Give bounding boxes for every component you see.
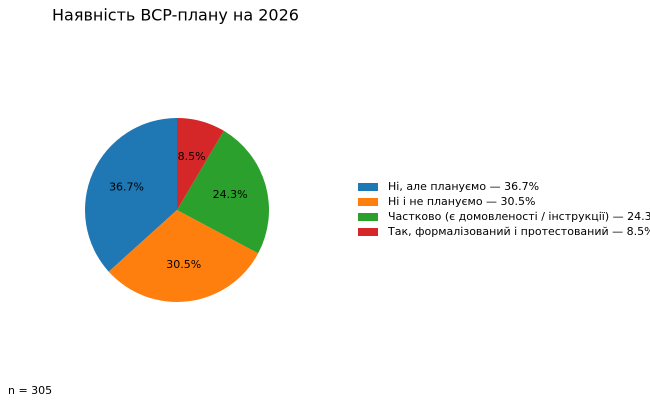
legend-label: Частково (є домовленості / інструкції) —… — [388, 210, 650, 223]
chart-title: Наявність BCP-плану на 2026 — [52, 6, 299, 25]
pie-slice — [177, 118, 224, 210]
legend-swatch — [358, 213, 378, 221]
pie-slice — [85, 118, 177, 272]
legend-swatch — [358, 183, 378, 191]
value-label: 24.3% — [213, 188, 248, 201]
legend-label: Ні, але плануємо — 36.7% — [388, 180, 539, 193]
legend-swatch — [358, 228, 378, 236]
note: n = 305 — [8, 384, 52, 397]
value-label: 36.7% — [109, 181, 144, 194]
legend-label: Ні і не плануємо — 30.5% — [388, 195, 536, 208]
pie-slice — [177, 130, 270, 254]
pie-slice — [108, 210, 259, 302]
value-label: 30.5% — [166, 258, 201, 271]
legend-swatch — [358, 198, 378, 206]
value-label: 8.5% — [178, 150, 206, 163]
legend-label: Так, формалізований і протестований — 8.… — [387, 225, 650, 238]
